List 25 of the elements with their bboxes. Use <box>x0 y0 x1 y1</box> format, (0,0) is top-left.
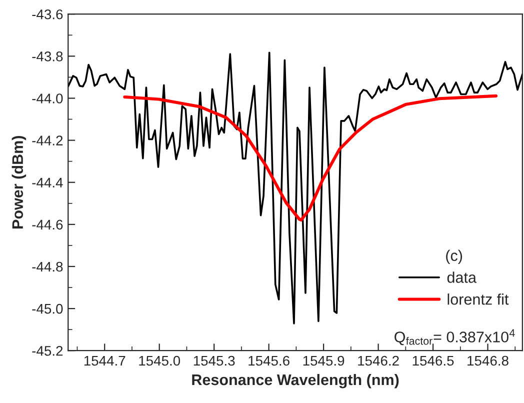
legend-title: (c) <box>446 250 462 264</box>
y-tick-label: -45.0 <box>32 304 63 314</box>
x-tick-label: 1545.9 <box>303 356 344 366</box>
y-axis-title: Power (dBm) <box>12 136 26 228</box>
x-tick-label: 1545.0 <box>139 356 180 366</box>
x-tick-label: 1545.6 <box>248 356 290 366</box>
x-axis-title: Resonance Wavelength (nm) <box>192 374 399 388</box>
y-tick-label: -44.4 <box>32 178 63 188</box>
y-tick-label: -44.6 <box>32 220 63 230</box>
legend-label: data <box>447 272 476 283</box>
line-series <box>123 94 498 222</box>
y-tick-label: -45.2 <box>32 346 63 356</box>
legend-label: lorentz fit <box>448 294 509 305</box>
y-tick-label: -44.0 <box>32 94 63 104</box>
y-tick-label: -44.2 <box>32 136 63 146</box>
y-tick-label: -43.8 <box>32 52 63 62</box>
line-series <box>68 52 522 324</box>
y-tick-label: -44.8 <box>32 262 63 272</box>
x-tick-label: 1545.3 <box>194 356 235 366</box>
x-tick-label: 1544.7 <box>84 356 126 366</box>
x-tick-label: 1546.2 <box>358 356 399 366</box>
x-tick-label: 1546.5 <box>412 356 454 366</box>
y-tick-label: -43.6 <box>32 9 63 20</box>
annotation: Q$_{factor}$= 0.387x10$^{4}$ <box>394 329 515 346</box>
x-tick-label: 1546.8 <box>468 356 508 366</box>
